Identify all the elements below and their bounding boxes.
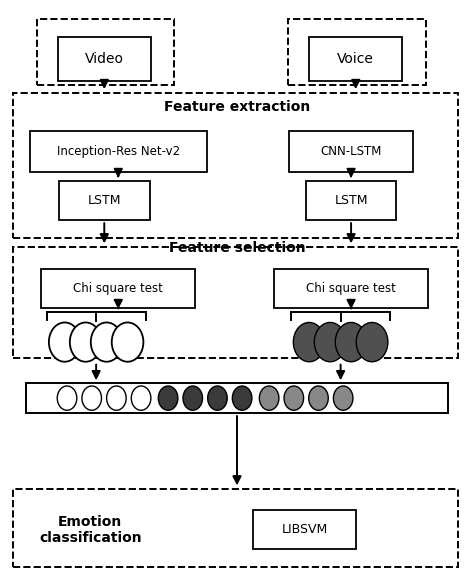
- Bar: [274, 269, 428, 308]
- Circle shape: [49, 322, 81, 362]
- Circle shape: [183, 386, 202, 410]
- Circle shape: [57, 386, 77, 410]
- Circle shape: [82, 386, 101, 410]
- Circle shape: [335, 322, 367, 362]
- Text: CNN-LSTM: CNN-LSTM: [320, 145, 382, 158]
- Bar: [253, 510, 356, 550]
- Circle shape: [259, 386, 279, 410]
- Bar: [13, 489, 458, 567]
- Text: Voice: Voice: [337, 52, 374, 66]
- Circle shape: [333, 386, 353, 410]
- Text: LSTM: LSTM: [334, 194, 368, 207]
- Text: Feature selection: Feature selection: [169, 241, 305, 255]
- Circle shape: [314, 322, 346, 362]
- Circle shape: [284, 386, 303, 410]
- Bar: [13, 247, 458, 357]
- Text: LSTM: LSTM: [88, 194, 121, 207]
- Text: LIBSVM: LIBSVM: [282, 523, 328, 536]
- Circle shape: [112, 322, 144, 362]
- Circle shape: [131, 386, 151, 410]
- Bar: [306, 181, 396, 220]
- Text: Video: Video: [85, 52, 124, 66]
- Text: Feature extraction: Feature extraction: [164, 100, 310, 114]
- Bar: [13, 93, 458, 238]
- Bar: [288, 19, 426, 85]
- Circle shape: [107, 386, 126, 410]
- Bar: [26, 383, 448, 413]
- Circle shape: [293, 322, 325, 362]
- Circle shape: [309, 386, 328, 410]
- Text: Chi square test: Chi square test: [306, 282, 396, 295]
- Circle shape: [158, 386, 178, 410]
- Bar: [41, 269, 195, 308]
- Bar: [37, 19, 174, 85]
- Text: Emotion
classification: Emotion classification: [39, 515, 142, 545]
- Text: Chi square test: Chi square test: [73, 282, 163, 295]
- Circle shape: [208, 386, 227, 410]
- Bar: [290, 131, 413, 172]
- Circle shape: [70, 322, 101, 362]
- Bar: [58, 37, 151, 81]
- Circle shape: [356, 322, 388, 362]
- Text: Inception-Res Net-v2: Inception-Res Net-v2: [57, 145, 180, 158]
- Bar: [59, 181, 150, 220]
- Circle shape: [91, 322, 122, 362]
- Bar: [30, 131, 207, 172]
- Circle shape: [232, 386, 252, 410]
- Bar: [309, 37, 402, 81]
